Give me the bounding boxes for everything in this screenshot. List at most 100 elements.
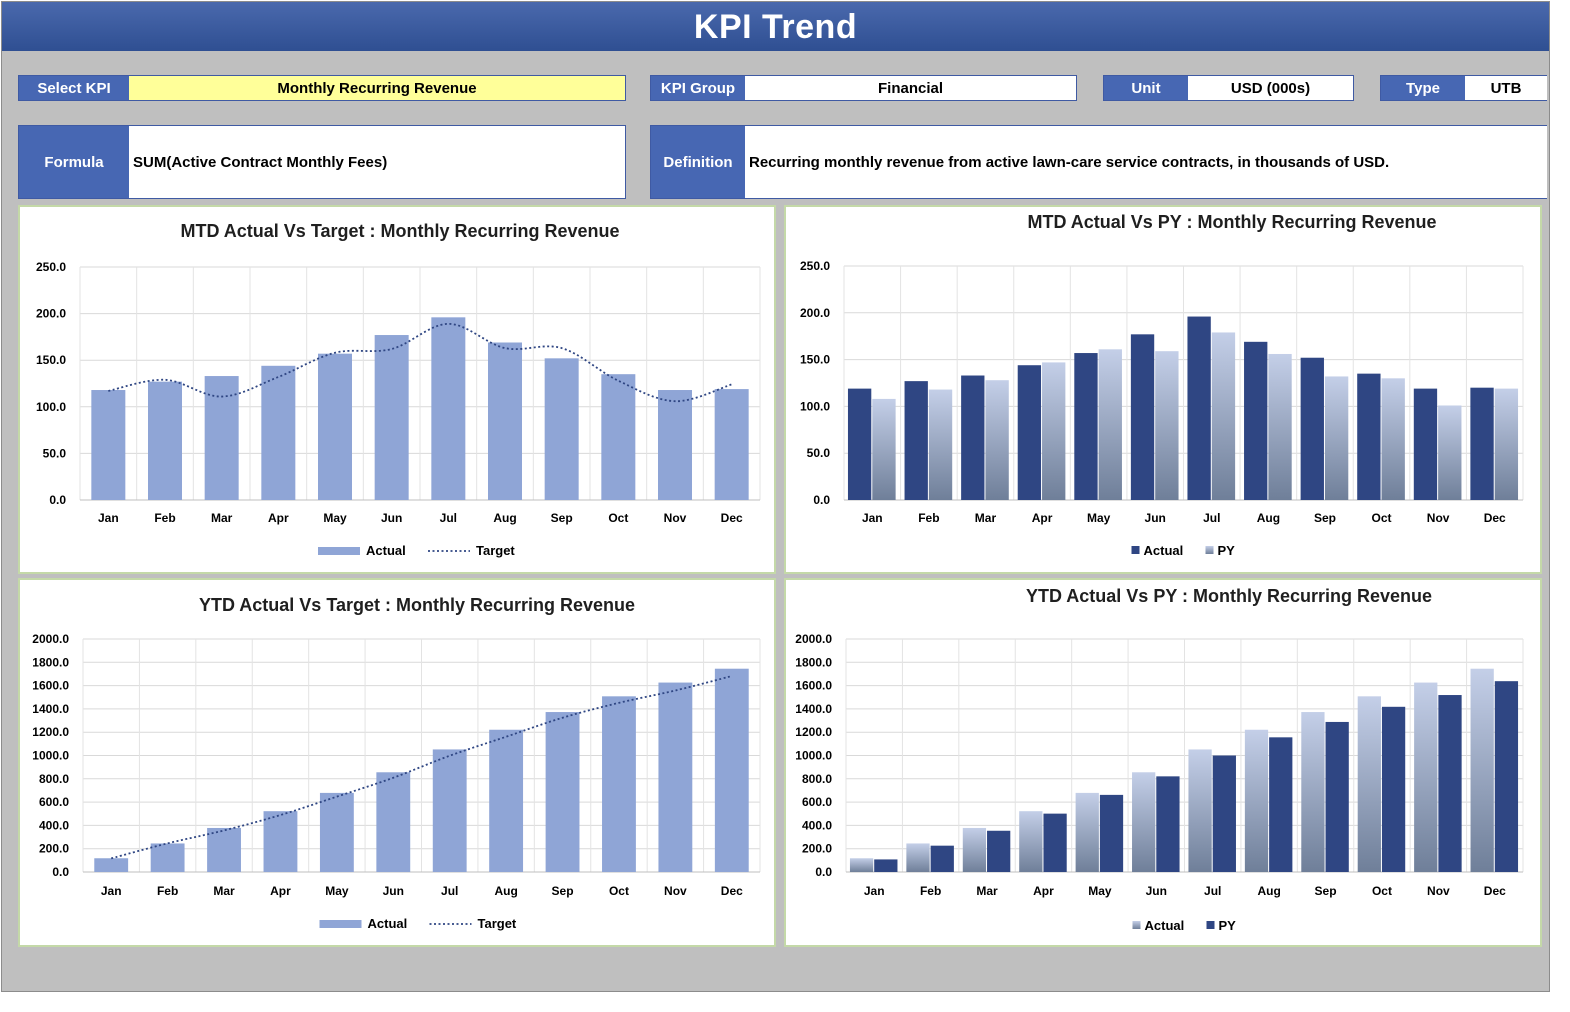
bar-actual [962, 827, 987, 872]
page-title: KPI Trend [2, 2, 1549, 51]
y-tick-label: 1600.0 [32, 679, 69, 693]
bar-py [930, 845, 954, 872]
bar-actual [148, 381, 182, 500]
bar-py [1381, 706, 1406, 872]
legend-swatch [1206, 921, 1215, 929]
x-tick-label: May [1088, 884, 1112, 898]
x-tick-label: Aug [494, 884, 517, 898]
x-tick-label: Jun [381, 511, 402, 525]
bar-py [874, 859, 898, 872]
bar-actual [1130, 334, 1155, 500]
y-tick-label: 200.0 [39, 842, 69, 856]
bar-py [1156, 776, 1180, 872]
bar-actual [1019, 811, 1043, 872]
bar-actual [319, 792, 354, 872]
x-tick-label: Jan [862, 511, 883, 525]
bar-actual [488, 342, 522, 500]
y-tick-label: 150.0 [36, 353, 66, 367]
bar-actual [544, 358, 579, 500]
legend-label: Actual [1144, 543, 1184, 558]
bar-actual [1132, 772, 1156, 872]
y-tick-label: 600.0 [39, 795, 69, 809]
type-field: Type UTB [1380, 75, 1547, 101]
x-tick-label: Sep [1314, 511, 1336, 525]
legend-label: Actual [368, 916, 408, 931]
bar-py [1494, 388, 1519, 500]
type-label: Type [1381, 76, 1465, 100]
bar-py [1494, 681, 1519, 872]
bar-py [1438, 695, 1462, 872]
legend-label: Target [478, 916, 517, 931]
bar-actual [1414, 682, 1438, 872]
bar-actual [207, 827, 241, 872]
bar-py [1099, 794, 1124, 872]
bar-actual [1244, 729, 1269, 872]
legend-label: PY [1218, 543, 1236, 558]
bar-actual [904, 381, 928, 500]
chart-title: YTD Actual Vs Target : Monthly Recurring… [199, 595, 635, 615]
legend-swatch [1132, 921, 1141, 929]
y-tick-label: 1400.0 [32, 702, 69, 716]
unit-value: USD (000s) [1230, 79, 1311, 97]
definition-field: Definition Recurring monthly revenue fro… [650, 125, 1547, 199]
bar-actual [150, 843, 185, 872]
bar-actual [432, 749, 467, 872]
type-value: UTB [1490, 79, 1522, 97]
bar-py [872, 398, 896, 500]
bar-actual [91, 390, 126, 500]
x-tick-label: Feb [157, 884, 178, 898]
y-tick-label: 200.0 [36, 307, 66, 321]
x-tick-label: Jan [101, 884, 122, 898]
x-tick-label: Jun [383, 884, 404, 898]
x-tick-label: Sep [1315, 884, 1337, 898]
x-tick-label: May [325, 884, 349, 898]
bar-py [1098, 349, 1122, 500]
x-tick-label: Oct [609, 884, 629, 898]
bar-actual [849, 858, 874, 872]
x-tick-label: Mar [975, 511, 997, 525]
x-tick-label: Aug [493, 511, 516, 525]
bar-actual [601, 374, 636, 500]
line-target [110, 675, 733, 860]
bar-actual [602, 696, 636, 872]
y-tick-label: 2000.0 [32, 632, 69, 646]
bar-py [1212, 755, 1236, 872]
y-tick-label: 50.0 [43, 446, 67, 460]
x-tick-label: Jun [1145, 511, 1166, 525]
y-tick-label: 0.0 [813, 493, 830, 507]
bar-actual [906, 843, 930, 872]
bar-actual [318, 353, 352, 500]
legend-label: Actual [1145, 918, 1185, 933]
x-tick-label: Aug [1257, 511, 1280, 525]
x-tick-label: Apr [1032, 511, 1053, 525]
y-tick-label: 100.0 [36, 400, 66, 414]
chart-svg: MTD Actual Vs PY : Monthly Recurring Rev… [800, 212, 1524, 558]
select-kpi-dropdown[interactable]: Monthly Recurring Revenue [129, 76, 625, 100]
bar-actual [94, 858, 129, 872]
y-tick-label: 1200.0 [795, 725, 832, 739]
unit-field: Unit USD (000s) [1103, 75, 1354, 101]
bar-py [987, 830, 1011, 872]
bar-actual [545, 712, 580, 872]
legend-label: Target [476, 543, 515, 558]
x-tick-label: Dec [721, 884, 743, 898]
x-tick-label: Apr [1033, 884, 1054, 898]
x-tick-label: Dec [721, 511, 743, 525]
x-tick-label: Mar [211, 511, 233, 525]
y-tick-label: 1000.0 [32, 749, 69, 763]
chart-title: YTD Actual Vs PY : Monthly Recurring Rev… [1026, 586, 1432, 606]
x-tick-label: Feb [154, 511, 175, 525]
legend-label: Actual [366, 543, 406, 558]
bar-actual [1300, 357, 1324, 500]
x-tick-label: Dec [1484, 884, 1506, 898]
bar-actual [658, 390, 692, 500]
bar-actual [714, 389, 749, 500]
x-tick-label: Apr [268, 511, 289, 525]
x-tick-label: Feb [920, 884, 941, 898]
chart-svg: YTD Actual Vs Target : Monthly Recurring… [32, 595, 761, 931]
bar-actual [1075, 792, 1099, 872]
x-tick-label: Apr [270, 884, 291, 898]
x-tick-label: Sep [551, 511, 573, 525]
x-tick-label: Jun [1146, 884, 1167, 898]
bar-py [1211, 332, 1236, 500]
